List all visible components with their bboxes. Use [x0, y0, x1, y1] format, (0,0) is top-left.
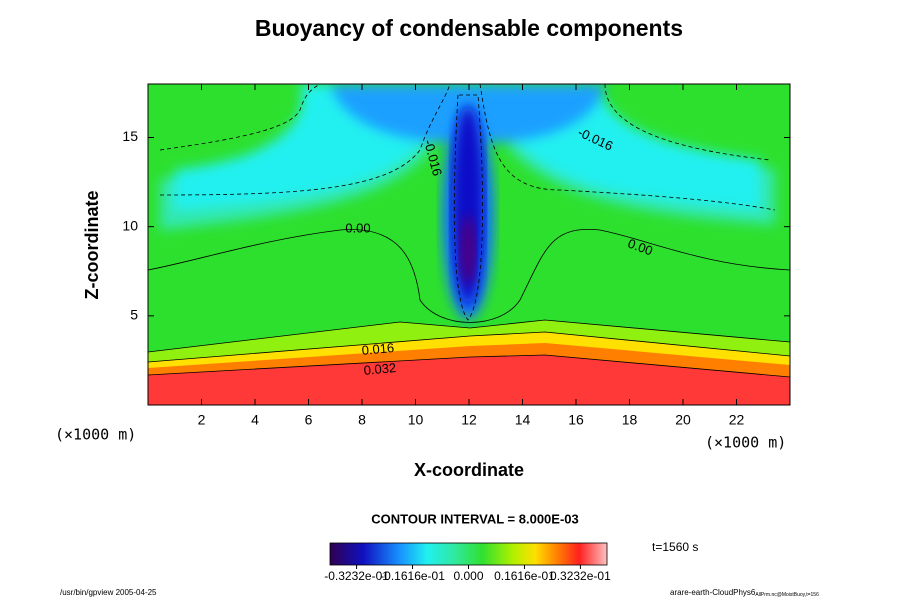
contour-label: 0.032 [363, 360, 397, 378]
colorbar-tick-label: -0.1616e-01 [380, 569, 445, 583]
colorbar-tick-label: 0.000 [453, 569, 483, 583]
contour-lines [148, 84, 790, 378]
contour-label: 0.00 [345, 220, 370, 235]
y-tick-label: 5 [130, 307, 138, 323]
y-tick-label: 15 [122, 128, 138, 144]
x-tick-label: 20 [675, 412, 691, 428]
band-red [148, 355, 790, 405]
y-unit: (×1000 m) [55, 426, 136, 444]
x-axis-label: X-coordinate [414, 460, 524, 480]
x-tick-label: 18 [622, 412, 638, 428]
plume-core [452, 105, 484, 305]
colorbar-tick-label: -0.3232e-01 [324, 569, 389, 583]
time-label: t=1560 s [652, 540, 698, 554]
footer-left: /usr/bin/gpview 2005-04-25 [60, 588, 157, 597]
contour-interval: CONTOUR INTERVAL = 8.000E-03 [371, 511, 578, 526]
contour-label: 0.016 [361, 340, 395, 358]
x-tick-label: 2 [198, 412, 206, 428]
x-tick-label: 8 [358, 412, 366, 428]
x-tick-label: 10 [408, 412, 424, 428]
x-tick-label: 22 [729, 412, 745, 428]
footer-right-sub: AllPrm.nc@MoistBuoy,t=156 [755, 592, 819, 598]
x-tick-label: 6 [305, 412, 313, 428]
x-tick-label: 12 [461, 412, 477, 428]
chart-title: Buoyancy of condensable components [255, 15, 683, 41]
footer-right: arare-earth-CloudPhys6AllPrm.nc@MoistBuo… [670, 588, 819, 598]
x-unit: (×1000 m) [705, 434, 786, 452]
footer-right-main: arare-earth-CloudPhys6 [670, 588, 756, 597]
plume-center [460, 215, 476, 285]
colorbar-tick-label: 0.1616e-01 [494, 569, 555, 583]
y-tick-label: 10 [122, 217, 138, 233]
x-tick-label: 16 [568, 412, 584, 428]
x-tick-label: 4 [251, 412, 259, 428]
x-tick-label: 14 [515, 412, 531, 428]
colorbar-tick-label: 0.3232e-01 [550, 569, 611, 583]
y-axis-label: Z-coordinate [82, 190, 102, 299]
colorbar [329, 542, 608, 566]
